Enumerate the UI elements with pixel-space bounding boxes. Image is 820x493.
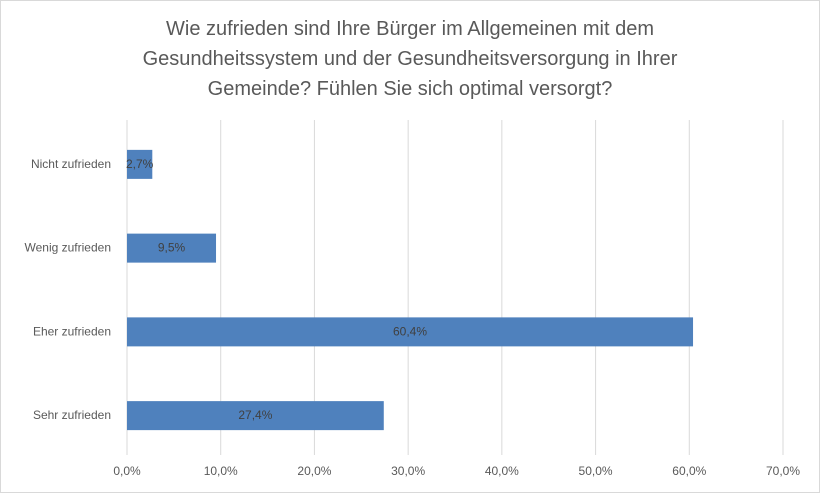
chart-title: Wie zufrieden sind Ihre Bürger im Allgem… bbox=[60, 14, 760, 104]
x-tick-label: 10,0% bbox=[204, 464, 238, 478]
data-label: 60,4% bbox=[393, 324, 427, 338]
x-tick-label: 60,0% bbox=[672, 464, 706, 478]
x-tick-label: 0,0% bbox=[113, 464, 141, 478]
x-tick-label: 70,0% bbox=[766, 464, 800, 478]
x-tick-label: 20,0% bbox=[297, 464, 331, 478]
x-tick-label: 30,0% bbox=[391, 464, 425, 478]
chart-title-line: Gesundheitssystem und der Gesundheitsver… bbox=[142, 48, 678, 70]
bar bbox=[127, 401, 384, 431]
chart-title-line: Wie zufrieden sind Ihre Bürger im Allgem… bbox=[166, 18, 654, 40]
data-label: 9,5% bbox=[158, 241, 186, 255]
y-category-label: Sehr zufrieden bbox=[33, 408, 111, 422]
bar bbox=[127, 317, 694, 347]
y-category-label: Nicht zufrieden bbox=[31, 157, 111, 171]
x-tick-label: 50,0% bbox=[579, 464, 613, 478]
bar bbox=[127, 149, 153, 179]
y-category-label: Wenig zufrieden bbox=[25, 241, 112, 255]
data-label: 27,4% bbox=[238, 408, 272, 422]
chart-title-line: Gemeinde? Fühlen Sie sich optimal versor… bbox=[207, 78, 613, 100]
x-tick-label: 40,0% bbox=[485, 464, 519, 478]
data-label: 2,7% bbox=[126, 157, 154, 171]
y-category-label: Eher zufrieden bbox=[33, 324, 111, 338]
bar bbox=[127, 233, 217, 263]
